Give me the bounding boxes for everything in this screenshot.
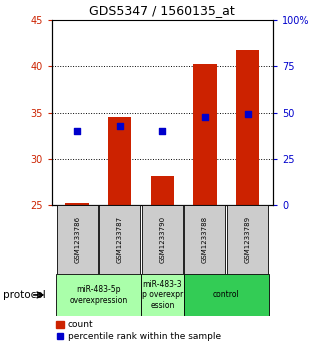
- Bar: [183, 274, 269, 316]
- Bar: [142, 205, 183, 274]
- Bar: [108, 117, 132, 205]
- Text: miR-483-3
p overexpr
ession: miR-483-3 p overexpr ession: [142, 280, 183, 310]
- Bar: [56, 274, 141, 316]
- Bar: [227, 205, 268, 274]
- Point: [75, 128, 80, 134]
- Legend: count, percentile rank within the sample: count, percentile rank within the sample: [56, 320, 221, 341]
- Text: miR-483-5p
overexpression: miR-483-5p overexpression: [69, 285, 128, 305]
- Bar: [193, 64, 217, 205]
- Title: GDS5347 / 1560135_at: GDS5347 / 1560135_at: [90, 4, 235, 17]
- Text: protocol: protocol: [3, 290, 46, 300]
- Point: [117, 123, 123, 129]
- Text: GSM1233790: GSM1233790: [159, 216, 166, 263]
- Bar: [57, 205, 98, 274]
- Point: [160, 128, 165, 134]
- Bar: [236, 50, 259, 205]
- Bar: [141, 274, 183, 316]
- Text: GSM1233788: GSM1233788: [202, 216, 208, 263]
- Bar: [151, 176, 174, 205]
- Bar: [99, 205, 140, 274]
- Bar: [184, 205, 225, 274]
- Text: GSM1233787: GSM1233787: [117, 216, 123, 263]
- Point: [202, 114, 207, 120]
- Bar: [66, 203, 89, 205]
- Text: GSM1233789: GSM1233789: [244, 216, 250, 263]
- Text: control: control: [213, 290, 239, 299]
- Point: [245, 111, 250, 117]
- Text: GSM1233786: GSM1233786: [74, 216, 80, 263]
